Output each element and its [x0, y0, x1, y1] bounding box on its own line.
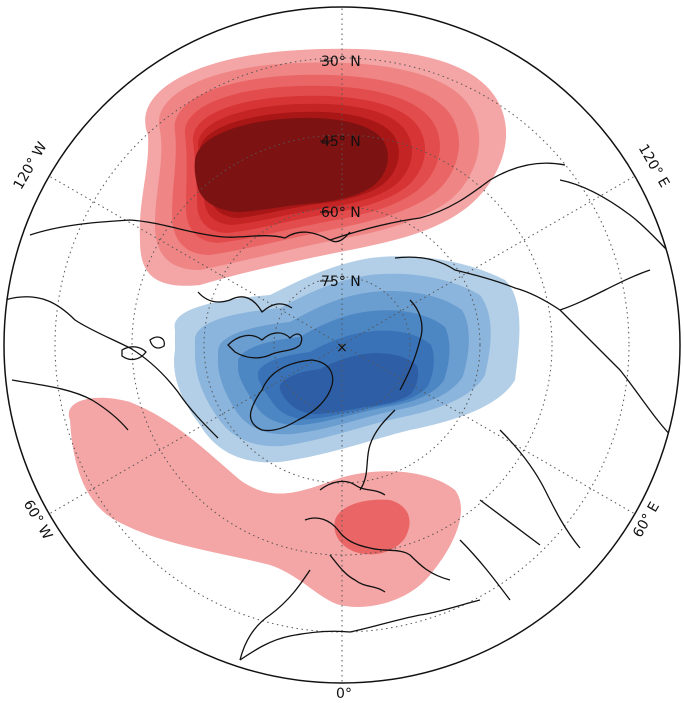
meridians — [48, 7, 636, 683]
meridian-120e — [341, 175, 636, 346]
coast-north-america — [4, 219, 351, 439]
lat-circle-75 — [273, 276, 411, 414]
latitude-labels: 30° N 45° N 60° N 75° N — [320, 54, 361, 290]
coastlines — [4, 162, 680, 661]
meridian-60w — [48, 344, 343, 515]
lat-circle-45 — [131, 134, 553, 556]
atlantic-level-2 — [334, 499, 410, 555]
coast-asia-east — [459, 179, 680, 601]
positive-anomaly-north-pacific — [139, 48, 507, 286]
meridian-60e — [341, 344, 636, 515]
pacific-level-8 — [194, 117, 388, 212]
lon-label-0: 0° — [336, 686, 352, 702]
pole-marker: × — [336, 340, 348, 356]
coast-europe — [239, 480, 451, 661]
lat-circle-60 — [203, 206, 481, 484]
map-border — [3, 6, 681, 684]
lat-label-45: 45° N — [321, 134, 361, 150]
lon-label-120e: 120° E — [635, 142, 672, 191]
lat-label-30: 30° N — [321, 54, 361, 70]
meridian-120w — [48, 175, 343, 346]
lat-label-75: 75° N — [321, 274, 361, 290]
coast-greenland — [249, 359, 334, 432]
negative-anomaly-arctic-greenland — [174, 256, 520, 463]
coast-arctic-islands — [121, 332, 303, 361]
coast-eurasia-north — [329, 162, 651, 491]
lat-label-60: 60° N — [321, 205, 361, 221]
coast-africa — [239, 599, 481, 661]
positive-anomaly-atlantic-europe — [68, 397, 461, 607]
atlantic-level-1 — [68, 397, 461, 607]
negative-level-6 — [279, 353, 419, 414]
